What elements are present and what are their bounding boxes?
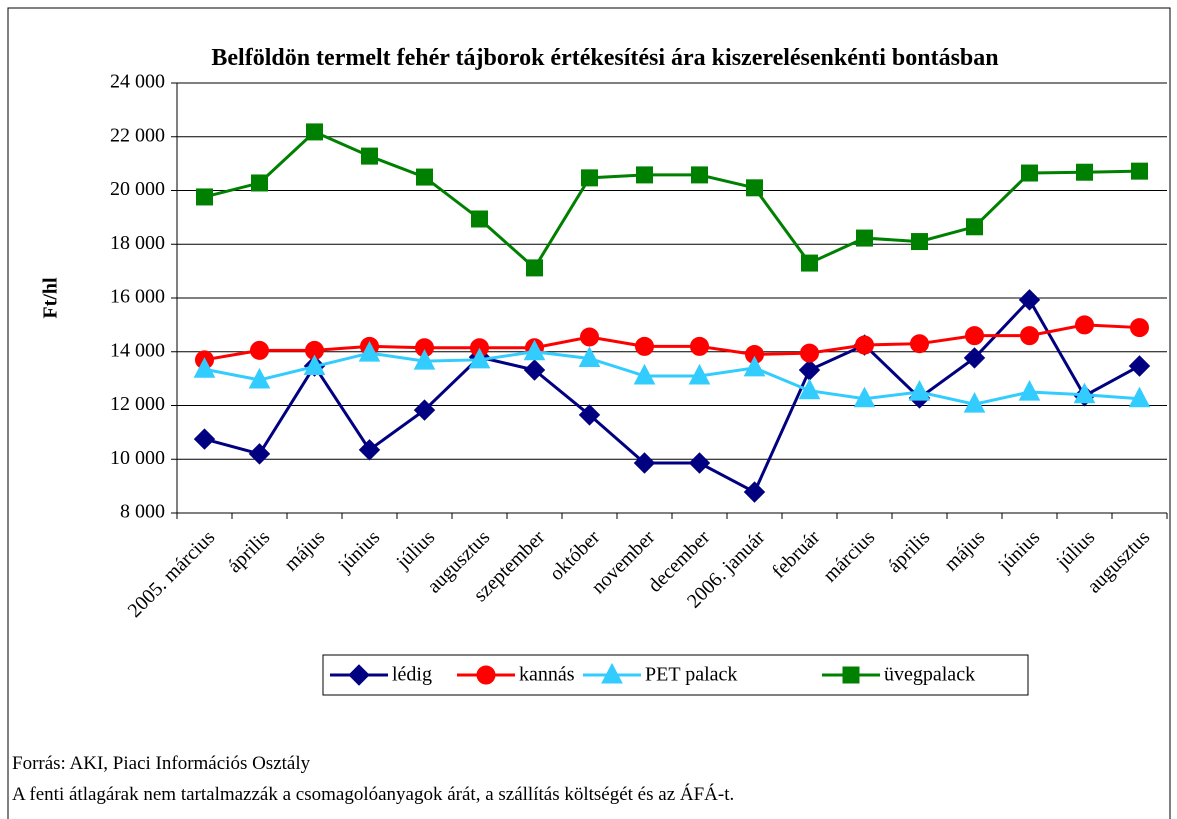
data-point [966,218,983,236]
legend-marker [842,666,860,684]
x-tick-label: április [883,526,934,577]
data-point [580,327,599,347]
x-tick-label: május [280,526,329,575]
legend-marker [476,665,496,685]
data-point [248,443,271,465]
x-tick-label: június [993,526,1044,577]
data-point [361,147,378,165]
y-tick-label: 12 000 [110,393,165,415]
data-point [471,210,488,228]
data-point [468,347,491,369]
y-tick-label: 8 000 [120,501,165,523]
data-point [743,481,766,503]
data-point [413,399,436,421]
data-point [1020,326,1039,346]
data-point [251,174,268,192]
data-point [853,386,876,408]
footnote: A fenti átlagárak nem tartalmazzák a cso… [12,784,735,805]
chart-title: Belföldön termelt fehér tájborok értékes… [211,45,999,71]
data-point [248,367,271,389]
data-point [581,169,598,187]
x-tick-label: június [333,526,384,577]
data-point [193,357,216,378]
y-tick-label: 14 000 [110,339,165,361]
data-point [798,378,821,400]
data-point [1073,382,1096,404]
source-note: Forrás: AKI, Piaci Információs Osztály [12,753,311,774]
data-point [690,336,709,356]
data-point [688,452,711,474]
data-point [801,254,818,272]
y-tick-label: 18 000 [110,232,165,254]
chart-border [7,7,1171,819]
data-point [1018,289,1041,311]
data-point [633,363,656,385]
series-line [204,350,1140,406]
data-point [1128,355,1151,377]
data-point [855,335,874,355]
data-point [1075,315,1094,335]
data-point [908,379,931,401]
legend-label: kannás [519,664,575,686]
data-point [193,428,216,450]
data-point [358,439,381,461]
data-point [963,392,986,413]
y-tick-label: 24 000 [110,71,165,93]
data-point [413,349,436,370]
data-point [635,336,654,356]
data-point [578,404,601,426]
data-point [911,233,928,251]
data-point [358,341,381,362]
data-point [798,359,821,381]
data-point [688,363,711,385]
series-line [204,297,1141,495]
data-point [526,259,543,277]
data-point [1076,163,1093,181]
x-tick-label: május [940,526,989,575]
data-point [306,123,323,141]
legend-marker [348,664,370,686]
series-line [204,130,1140,271]
legend-label: lédig [392,664,432,686]
data-point [1131,162,1148,180]
data-point [633,452,656,474]
data-point [250,340,269,360]
y-tick-label: 10 000 [110,447,165,469]
data-point [965,326,984,346]
y-tick-label: 22 000 [110,124,165,146]
x-tick-label: július [1052,526,1100,574]
data-point [743,355,766,377]
data-point [910,334,929,354]
data-point [1130,318,1149,338]
legend-box [322,654,1029,696]
data-point [523,359,546,381]
data-point [1018,379,1041,401]
y-tick-label: 16 000 [110,286,165,308]
x-tick-label: július [392,526,440,574]
data-point [1128,386,1151,408]
data-point [416,168,433,186]
data-point [691,166,708,184]
data-point [856,229,873,247]
y-tick-label: 20 000 [110,178,165,200]
data-point [963,347,986,369]
x-tick-label: április [223,526,274,577]
data-point [636,166,653,184]
x-tick-label: március [819,526,879,586]
data-point [303,354,326,376]
data-point [800,343,819,363]
legend-marker [601,662,623,684]
data-point [523,339,546,361]
x-tick-label: 2005. március [124,526,220,622]
data-point [196,188,213,206]
legend-label: üvegpalack [884,664,975,686]
data-point [1021,164,1038,182]
data-point [746,179,763,197]
y-axis-label: Ft/hl [40,277,62,319]
legend-label: PET palack [645,664,737,686]
x-tick-label: február [768,526,825,583]
data-point [578,346,601,367]
